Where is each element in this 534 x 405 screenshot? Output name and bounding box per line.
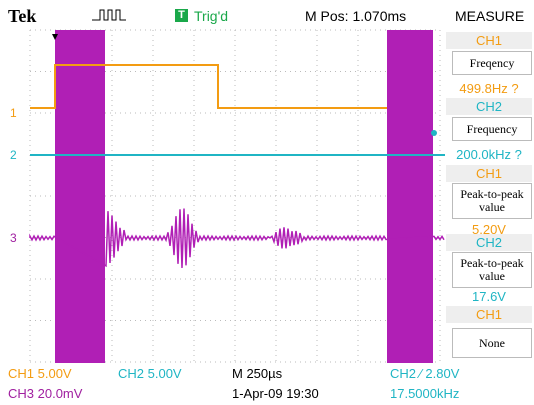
- measure-channel: CH1: [446, 307, 532, 322]
- measure-type: None: [452, 328, 532, 358]
- trigger-frequency: 17.5000kHz: [390, 386, 459, 401]
- ch2-scale: CH2 5.00V: [118, 366, 182, 381]
- burst: [55, 30, 105, 363]
- trigger-setting: CH2 ∕ 2.80V: [390, 366, 459, 381]
- ch1-scale: CH1 5.00V: [8, 366, 72, 381]
- measure-value: 499.8Hz ?: [446, 81, 532, 96]
- ch1-marker: 1: [10, 106, 17, 120]
- trigger-level: [431, 130, 437, 136]
- waveform-display: [0, 0, 445, 364]
- timebase: M 250µs: [232, 366, 282, 381]
- measure-channel: CH2: [446, 99, 532, 114]
- measure-value: 17.6V: [446, 289, 532, 304]
- measure-channel: CH1: [446, 166, 532, 181]
- measure-type: Peak-to-peak value: [452, 183, 532, 219]
- date: 1-Apr-09 19:30: [232, 386, 319, 401]
- menu-title: MEASURE: [455, 8, 524, 24]
- oscilloscope-screen: Tek T Trig'd M Pos: 1.070ms MEASURE 1 2 …: [0, 0, 534, 405]
- ch3-scale: CH3 20.0mV: [8, 386, 82, 401]
- burst: [387, 30, 433, 363]
- measure-value: 200.0kHz ?: [446, 147, 532, 162]
- ch2-marker: 2: [10, 148, 17, 162]
- ch3-marker: 3: [10, 231, 17, 245]
- measure-type: Frequency: [452, 117, 532, 141]
- measure-channel: CH2: [446, 235, 532, 250]
- measure-type: Peak-to-peak value: [452, 252, 532, 288]
- measure-type: Freqency: [452, 51, 532, 75]
- measure-channel: CH1: [446, 33, 532, 48]
